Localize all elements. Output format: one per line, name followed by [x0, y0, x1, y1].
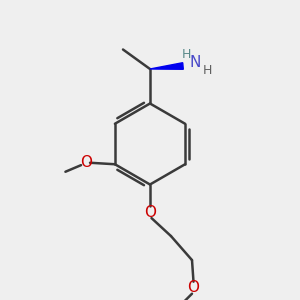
Text: O: O [144, 205, 156, 220]
Text: O: O [188, 280, 200, 295]
Text: N: N [189, 55, 201, 70]
Text: H: H [202, 64, 212, 77]
Polygon shape [150, 63, 183, 69]
Text: H: H [182, 48, 191, 61]
Text: O: O [80, 155, 92, 170]
